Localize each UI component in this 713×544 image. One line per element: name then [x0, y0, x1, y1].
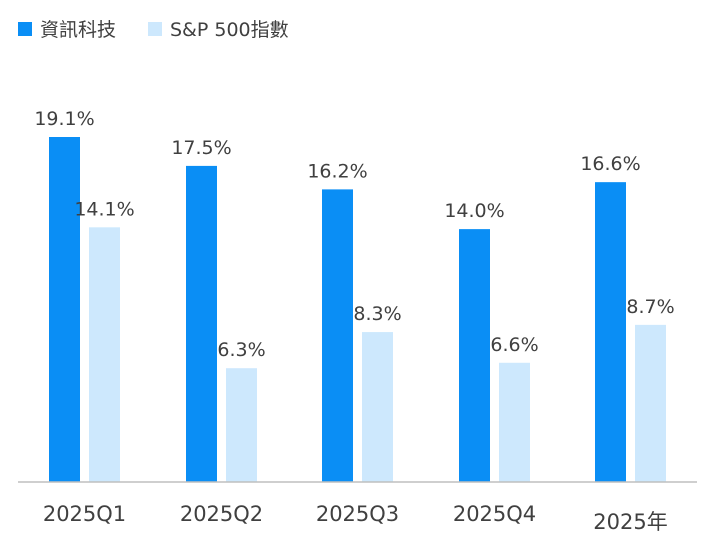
data-labels-layer: 19.1% 14.1% 17.5% 6.3% 16.2% 8.3% 14.0% 6.6% 16.…: [34, 108, 674, 361]
legend-swatch-1: [18, 22, 32, 36]
x-tick-4: 2025Q4: [453, 502, 536, 526]
bar-s1-2: [186, 165, 217, 483]
bar-s1-4: [459, 229, 490, 482]
x-tick-5: 2025年: [593, 510, 667, 534]
data-label-s1-2: 17.5%: [171, 137, 231, 159]
x-tick-3: 2025Q3: [316, 502, 399, 526]
data-label-s1-4: 14.0%: [444, 200, 504, 222]
bar-s1-5: [595, 182, 626, 482]
bar-s1-3: [322, 189, 353, 482]
data-label-s2-2: 6.3%: [217, 339, 265, 361]
data-label-s1-5: 16.6%: [580, 153, 640, 175]
data-label-s2-5: 8.7%: [626, 296, 674, 318]
x-tick-labels: 2025Q1 2025Q2 2025Q3 2025Q4 2025年: [43, 502, 668, 534]
data-label-s2-4: 6.6%: [490, 334, 538, 356]
data-label-s1-1: 19.1%: [34, 108, 94, 130]
legend-label-2: S&P 500指數: [170, 19, 289, 41]
data-label-s2-3: 8.3%: [353, 303, 401, 325]
legend: 資訊科技 S&P 500指數: [18, 19, 289, 41]
x-tick-2: 2025Q2: [180, 502, 263, 526]
bar-s2-3: [362, 332, 393, 482]
bar-s1-1: [49, 137, 80, 482]
bars-layer: [49, 137, 666, 483]
bar-s2-4: [499, 362, 530, 482]
legend-swatch-2: [148, 22, 162, 36]
data-label-s2-1: 14.1%: [74, 198, 134, 220]
bar-s2-1: [89, 227, 120, 482]
x-tick-1: 2025Q1: [43, 502, 126, 526]
data-label-s1-3: 16.2%: [307, 160, 367, 182]
legend-label-1: 資訊科技: [40, 19, 116, 41]
bar-s2-5: [635, 324, 666, 482]
bar-s2-2: [226, 368, 257, 482]
